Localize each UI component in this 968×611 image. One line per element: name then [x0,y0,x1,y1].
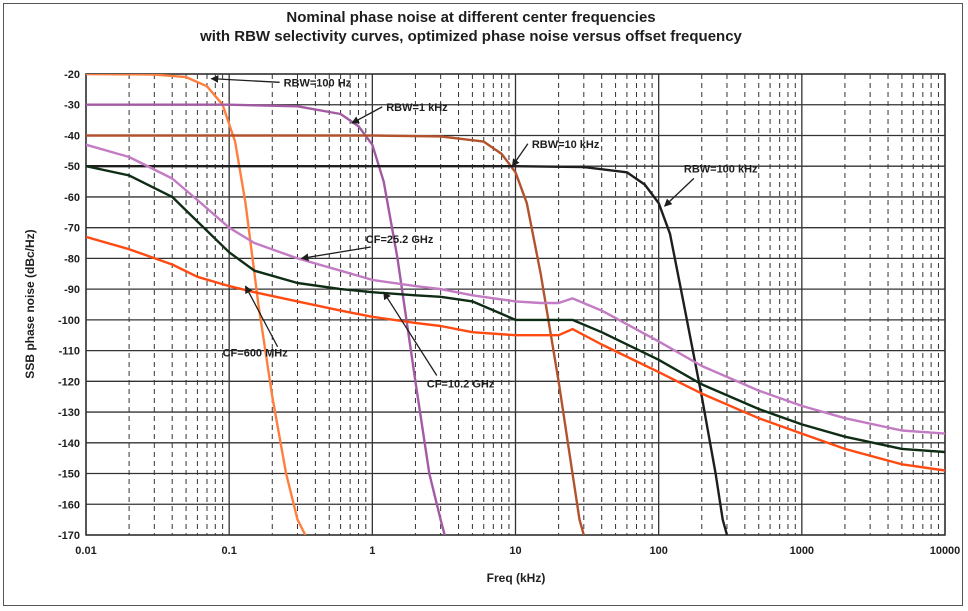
grid [85,73,946,536]
annotation-label-5: CF=25.2 GHz [366,234,434,246]
x-tick-label: 1000 [790,545,814,557]
chart-subtitle: with RBW selectivity curves, optimized p… [199,28,742,45]
x-axis-label: Freq (kHz) [487,571,546,585]
annotation-arrow-1 [210,75,280,83]
series-line-5 [86,143,945,435]
annotation-label-1: RBW=100 Hz [284,77,352,89]
y-tick-label: -140 [58,438,80,450]
annotation-arrow-2 [351,106,383,124]
y-tick-label: -120 [58,376,80,388]
tick-labels: 0.01 0.1 1 10 100 1000 10000 -20 -30 -40 -50 -60 -70… [58,69,960,557]
series-line-3 [86,134,585,535]
y-tick-label: -130 [58,407,80,419]
annotation-label-4: RBW=100 kHz [684,163,758,175]
annotation-arrow-5 [300,246,371,262]
y-tick-label: -100 [58,315,80,327]
annotation-label-6: CF=600 MHz [223,348,289,360]
y-tick-label: -40 [64,130,80,142]
y-tick-label: -60 [64,192,80,204]
x-tick-label: 100 [649,545,667,557]
x-tick-label: 1 [369,545,375,557]
series-line-2 [86,103,446,535]
y-tick-label: -50 [64,161,80,173]
y-tick-label: -30 [64,100,80,112]
y-tick-label: -20 [64,69,80,81]
series-line-6 [86,165,945,454]
x-tick-label: 0.1 [222,545,237,557]
y-axis-label: SSB phase noise (dBc/Hz) [23,229,37,378]
y-tick-label: -170 [58,530,80,542]
y-tick-label: -150 [58,469,80,481]
series-line-4 [86,165,729,535]
series-line-7 [86,235,945,472]
annotation-label-7: CF=10.2 GHz [427,378,495,390]
phase-noise-chart: RBW=100 Hz RBW=1 kHz RBW=10 kHz RBW=100 kHz… [23,9,960,585]
y-tick-label: -80 [64,253,80,265]
annotations-layer: RBW=100 Hz RBW=1 kHz RBW=10 kHz RBW=100 kHz… [210,75,758,390]
annotation-arrow-7 [383,291,438,376]
x-tick-label: 10 [509,545,521,557]
chart-frame: RBW=100 Hz RBW=1 kHz RBW=10 kHz RBW=100 kHz… [3,3,963,606]
chart-title: Nominal phase noise at different center … [286,9,655,26]
annotation-arrow-3 [511,143,529,167]
annotation-label-3: RBW=10 kHz [532,139,600,151]
y-tick-label: -160 [58,499,80,511]
annotation-arrow-4 [664,177,695,207]
y-tick-label: -90 [64,284,80,296]
series-line-1 [86,74,307,535]
annotation-arrow-6 [244,285,279,348]
annotation-label-2: RBW=1 kHz [386,102,448,114]
x-tick-label: 0.01 [75,545,96,557]
y-tick-label: -70 [64,223,80,235]
series-layer [86,74,945,535]
y-tick-label: -110 [59,346,80,358]
x-tick-label: 10000 [930,545,961,557]
